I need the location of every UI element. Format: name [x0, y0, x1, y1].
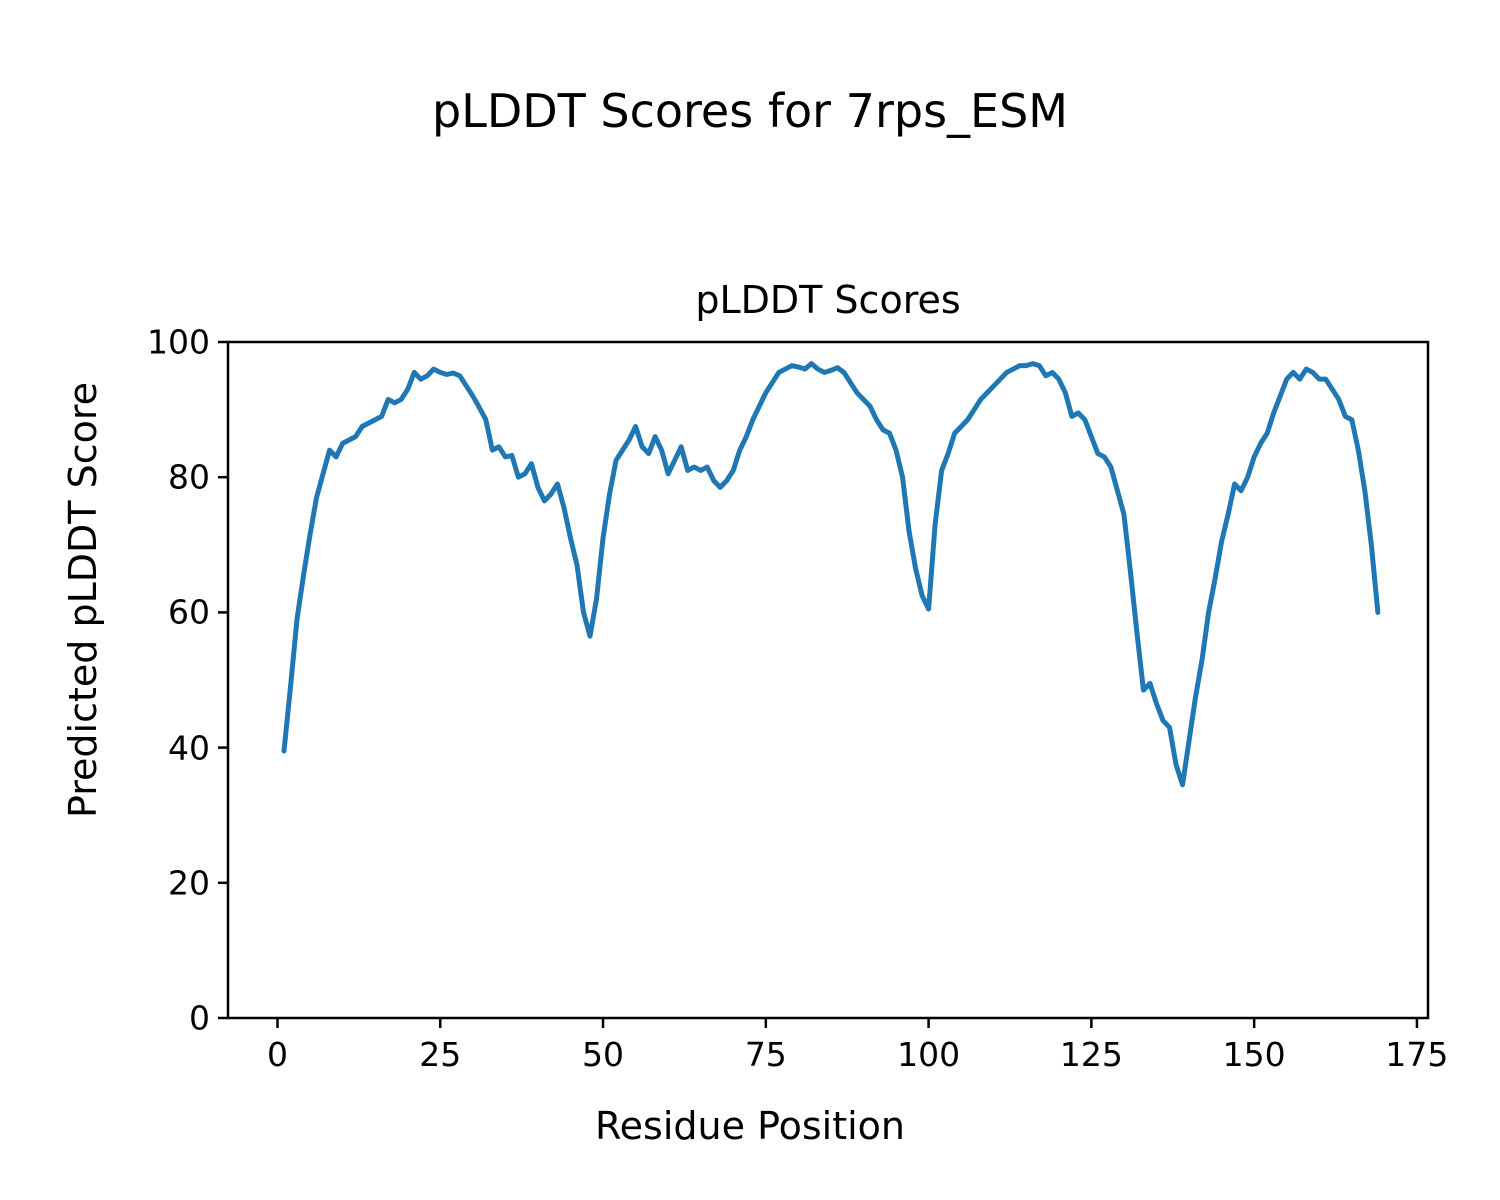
- axes-title: pLDDT Scores: [695, 278, 961, 322]
- y-tick-label: 100: [147, 322, 210, 362]
- x-tick-label: 175: [1385, 1035, 1449, 1074]
- figure-title: pLDDT Scores for 7rps_ESM: [432, 84, 1068, 138]
- x-tick-label: 75: [744, 1035, 787, 1074]
- x-tick-label: 100: [897, 1035, 961, 1074]
- x-axis-label: Residue Position: [594, 1104, 906, 1148]
- y-tick-label: 0: [189, 998, 210, 1038]
- y-tick-label: 80: [168, 457, 210, 497]
- x-tick-label: 0: [266, 1035, 288, 1074]
- x-tick-label: 25: [419, 1035, 462, 1074]
- y-tick-label: 20: [168, 863, 210, 903]
- y-tick-label: 60: [168, 592, 210, 632]
- y-tick-label: 40: [168, 728, 210, 768]
- plddt-line: [281, 361, 1381, 788]
- x-tick-label: 50: [582, 1035, 625, 1074]
- plot-area: [218, 340, 1430, 1028]
- x-tick-label: 125: [1059, 1035, 1123, 1074]
- y-axis-label: Predicted pLDDT Score: [61, 382, 106, 818]
- x-tick-label: 150: [1222, 1035, 1286, 1074]
- plot-border: [226, 340, 1430, 1020]
